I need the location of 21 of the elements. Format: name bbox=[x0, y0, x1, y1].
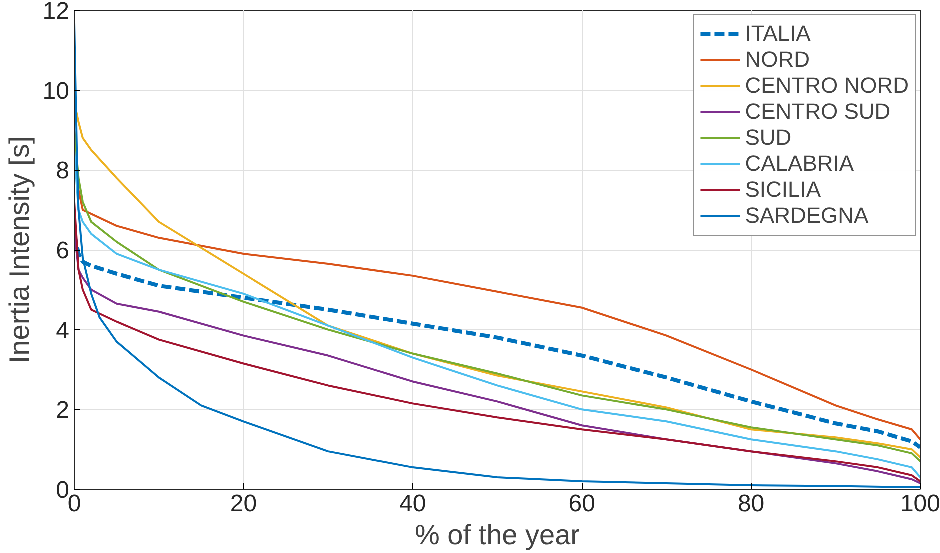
legend-label: NORD bbox=[745, 47, 810, 73]
legend-label: ITALIA bbox=[745, 21, 811, 47]
y-axis-title: Inertia Intensity [s] bbox=[4, 136, 35, 364]
x-tick-label: 60 bbox=[568, 490, 596, 518]
x-tick-label: 80 bbox=[738, 490, 765, 518]
y-tick-label: 12 bbox=[42, 0, 70, 25]
legend-label: CENTRO NORD bbox=[745, 73, 909, 99]
y-tick-label: 4 bbox=[56, 317, 70, 344]
x-tick-label: 100 bbox=[900, 490, 940, 518]
legend-label: SICILIA bbox=[745, 177, 822, 203]
y-tick-label: 10 bbox=[42, 78, 70, 105]
legend-label: CENTRO SUD bbox=[745, 99, 891, 125]
y-tick-label: 8 bbox=[56, 158, 70, 185]
y-tick-label: 2 bbox=[56, 397, 70, 424]
legend-label: SUD bbox=[745, 125, 792, 151]
x-tick-label: 20 bbox=[230, 490, 258, 518]
legend-label: CALABRIA bbox=[745, 151, 854, 177]
y-tick-label: 6 bbox=[56, 238, 70, 264]
x-axis-title: % of the year bbox=[415, 520, 580, 550]
legend-label: SARDEGNA bbox=[745, 203, 869, 229]
x-tick-label: 40 bbox=[400, 490, 426, 518]
